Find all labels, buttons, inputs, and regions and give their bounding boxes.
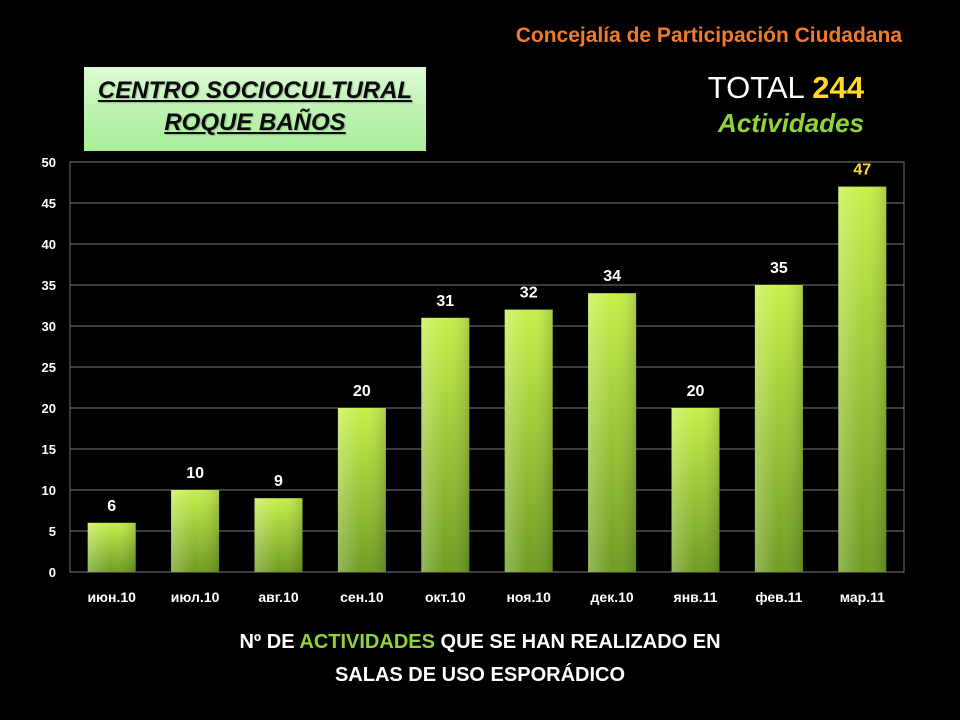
total-unit: Actividades: [718, 108, 864, 138]
bar-sheen: [588, 293, 637, 572]
x-tick-label: авг.10: [258, 589, 298, 605]
total-count: TOTAL 244: [708, 70, 864, 106]
center-name-line2: ROQUE BAÑOS: [164, 109, 346, 136]
y-tick-label: 40: [42, 237, 56, 252]
bar-sheen: [671, 408, 720, 572]
bar-sheen: [254, 498, 303, 572]
y-tick-label: 30: [42, 319, 56, 334]
bar-sheen: [504, 309, 553, 572]
y-tick-label: 15: [42, 442, 56, 457]
y-tick-label: 25: [42, 360, 56, 375]
data-label: 10: [186, 465, 204, 482]
x-tick-label: июл.10: [171, 589, 220, 605]
data-label: 32: [520, 285, 538, 302]
data-label: 20: [353, 383, 371, 400]
x-tick-label: ноя.10: [506, 589, 551, 605]
y-tick-label: 0: [49, 565, 56, 580]
total-value: 244: [812, 70, 864, 105]
y-tick-label: 50: [42, 155, 56, 170]
data-label: 6: [107, 498, 116, 515]
bar-sheen: [171, 490, 220, 572]
chart-caption-line1: Nº DE ACTIVIDADES QUE SE HAN REALIZADO E…: [0, 631, 960, 654]
x-tick-label: фев.11: [755, 589, 802, 605]
data-label: 31: [436, 293, 454, 310]
bar-sheen: [754, 285, 803, 572]
caption-prefix: Nº DE: [239, 631, 295, 653]
x-tick-label: окт.10: [425, 589, 466, 605]
organization-title: Concejalía de Participación Ciudadana: [515, 24, 902, 47]
bar-sheen: [838, 186, 887, 572]
caption-highlight: ACTIVIDADES: [299, 631, 435, 653]
data-label: 9: [274, 473, 283, 490]
data-label: 20: [687, 383, 705, 400]
x-tick-label: сен.10: [340, 589, 384, 605]
x-tick-label: июн.10: [87, 589, 136, 605]
data-label: 35: [770, 260, 788, 277]
y-tick-label: 5: [49, 524, 56, 539]
y-tick-label: 45: [42, 196, 56, 211]
bar-sheen: [337, 408, 386, 572]
chart-caption-line2: SALAS DE USO ESPORÁDICO: [334, 664, 626, 686]
center-name-line1: CENTRO SOCIOCULTURAL: [97, 77, 413, 104]
data-label: 34: [603, 268, 621, 285]
total-label: TOTAL: [707, 70, 804, 105]
x-tick-label: мар.11: [840, 589, 885, 605]
x-tick-label: дек.10: [591, 589, 634, 605]
y-tick-label: 20: [42, 401, 56, 416]
bar-chart: 6 10 9 20 31 32 34 20 35 47 0 5 10 15 20 25 30 35 40 45 50 и…: [42, 155, 905, 605]
y-tick-label: 35: [42, 278, 56, 293]
center-name-box: CENTRO SOCIOCULTURAL ROQUE BAÑOS: [84, 67, 426, 151]
y-tick-label: 10: [42, 483, 56, 498]
bar-sheen: [421, 317, 470, 572]
data-label: 47: [853, 162, 871, 179]
caption-rest: QUE SE HAN REALIZADO EN: [440, 631, 721, 653]
x-tick-label: янв.11: [674, 589, 718, 605]
bar-sheen: [87, 522, 136, 572]
